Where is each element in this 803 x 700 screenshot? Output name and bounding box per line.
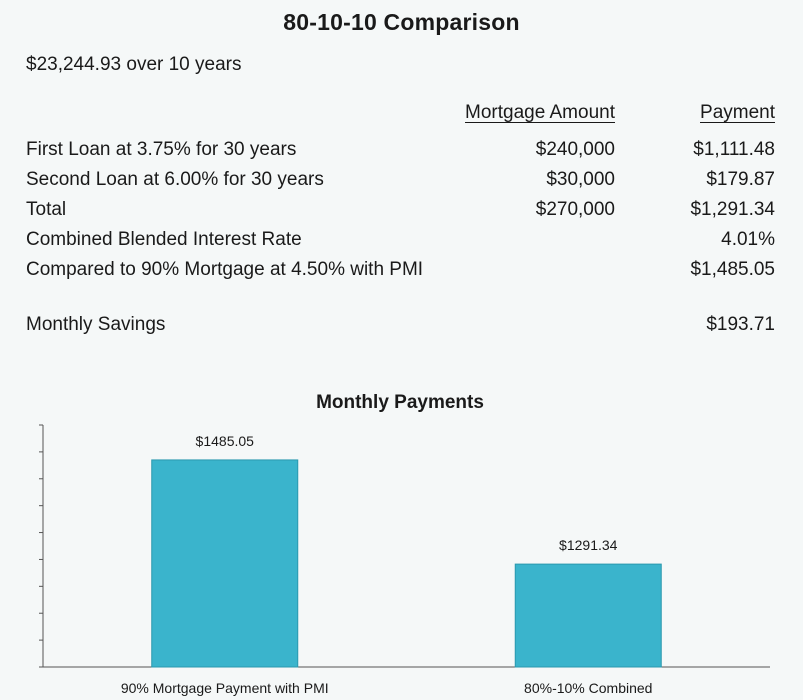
savings-summary: $23,244.93 over 10 years [26, 54, 242, 75]
table-row: Compared to 90% Mortgage at 4.50% with P… [26, 259, 775, 287]
row-label: Combined Blended Interest Rate [26, 229, 302, 250]
table-row: First Loan at 3.75% for 30 years $240,00… [26, 139, 775, 167]
row-amount: $270,000 [535, 199, 615, 220]
row-payment: $1,291.34 [690, 199, 775, 220]
savings-value: $193.71 [706, 314, 775, 335]
table-row: Total $270,000 $1,291.34 [26, 199, 775, 227]
x-category-label: 80%-10% Combined [524, 680, 652, 696]
header-payment: Payment [700, 102, 775, 123]
table-row: Second Loan at 6.00% for 30 years $30,00… [26, 169, 775, 197]
row-payment: $1,485.05 [690, 259, 775, 280]
bar [151, 459, 299, 668]
table-row: Combined Blended Interest Rate 4.01% [26, 229, 775, 257]
row-amount: $240,000 [535, 139, 615, 160]
chart-title: Monthly Payments [316, 392, 484, 413]
bar-data-label: $1291.34 [559, 537, 618, 553]
header-mortgage-amount: Mortgage Amount [465, 102, 615, 123]
x-category-label: 90% Mortgage Payment with PMI [121, 680, 329, 696]
row-payment: $179.87 [706, 169, 775, 190]
monthly-savings-row: Monthly Savings $193.71 [26, 314, 775, 342]
bar [514, 563, 662, 668]
row-label: Second Loan at 6.00% for 30 years [26, 169, 324, 190]
savings-label: Monthly Savings [26, 314, 166, 335]
page-title: 80-10-10 Comparison [283, 9, 520, 35]
row-label: First Loan at 3.75% for 30 years [26, 139, 297, 160]
row-label: Total [26, 199, 67, 220]
row-amount: $30,000 [546, 169, 615, 190]
bar-data-label: $1485.05 [196, 433, 255, 449]
row-payment: 4.01% [721, 229, 775, 250]
row-label: Compared to 90% Mortgage at 4.50% with P… [26, 259, 424, 280]
monthly-payments-chart: Monthly Payments $1485.05 90% Mortgage Pa… [39, 392, 770, 696]
row-payment: $1,111.48 [693, 139, 775, 160]
